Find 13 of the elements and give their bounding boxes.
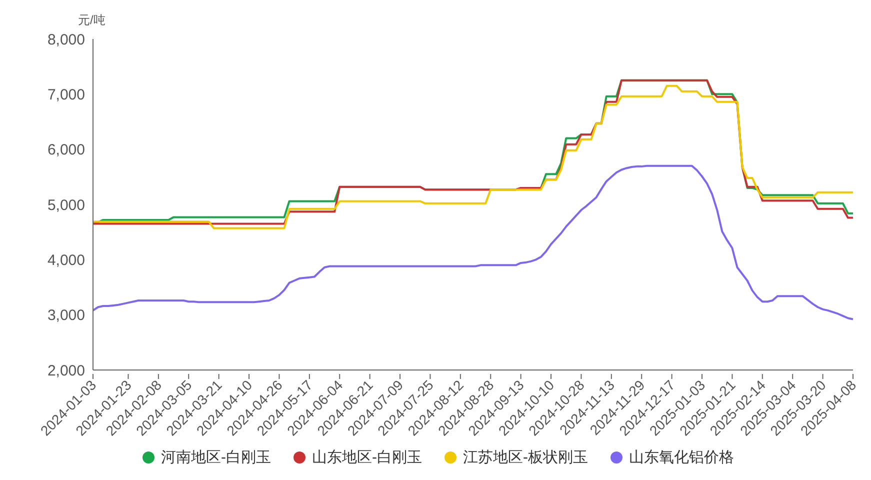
y-tick-label: 8,000 xyxy=(47,31,85,48)
y-tick-label: 7,000 xyxy=(47,86,85,104)
y-tick-label: 6,000 xyxy=(47,142,85,159)
y-tick-label: 2,000 xyxy=(47,362,85,380)
legend-label: 山东氧化铝价格 xyxy=(629,448,734,467)
y-axis-title: 元/吨 xyxy=(78,12,106,29)
y-tick-label: 4,000 xyxy=(47,252,85,269)
line-series xyxy=(92,164,854,320)
legend-label: 河南地区-白刚玉 xyxy=(161,448,271,467)
y-tick-label: 5,000 xyxy=(47,196,85,214)
legend-label: 江苏地区-板状刚玉 xyxy=(463,448,588,467)
y-tick-label: 3,000 xyxy=(47,307,85,324)
legend-label: 山东地区-白刚玉 xyxy=(312,448,422,467)
